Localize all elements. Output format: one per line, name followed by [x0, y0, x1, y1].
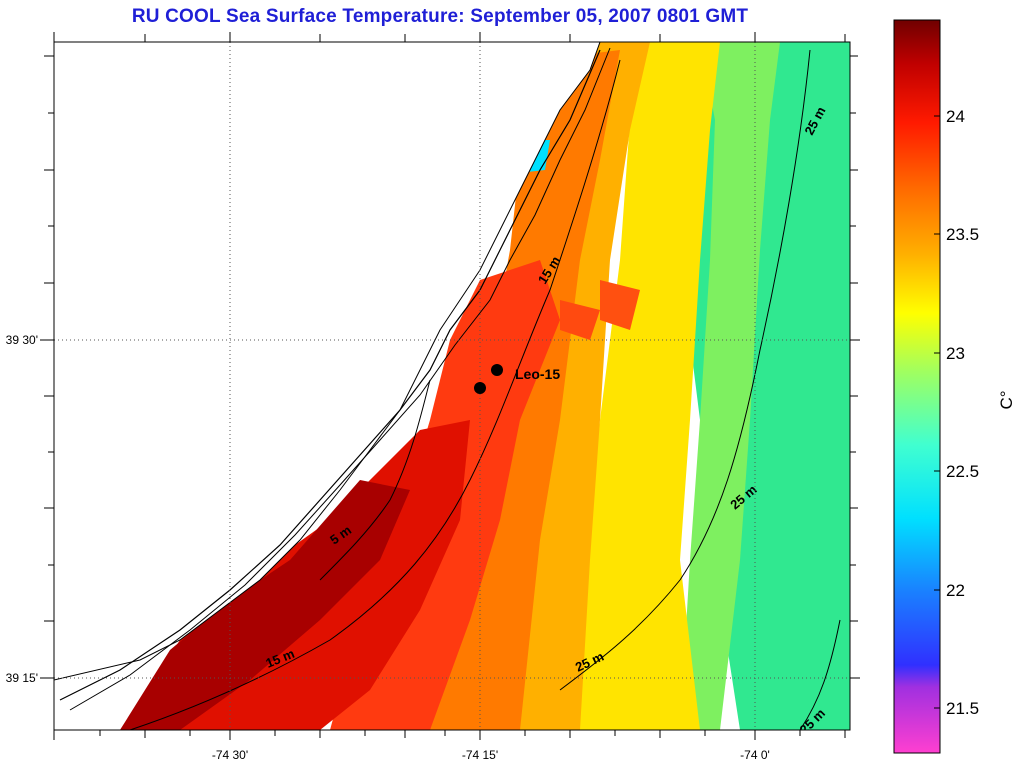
contour-15m — [129, 59, 621, 730]
colorbar-tick-label: 24 — [946, 107, 965, 126]
colorbar-tick-label: 21.5 — [946, 699, 979, 718]
coastline — [59, 49, 601, 701]
map-title: RU COOL Sea Surface Temperature: Septemb… — [131, 6, 749, 27]
station-marker — [491, 364, 503, 376]
colorbar-tick-label: 22.5 — [946, 462, 979, 481]
x-tick-label: -74 0' — [740, 748, 770, 762]
colorbar-unit-label: C° — [997, 390, 1016, 409]
contour-25m-south — [799, 619, 841, 730]
colorbar-gradient — [893, 19, 941, 754]
station-marker — [474, 382, 486, 394]
axis-ticks — [40, 32, 860, 740]
map-area: 25 m 15 m 5 m 25 m 15 m 25 m 25 m Leo-15 — [54, 42, 850, 730]
map-border — [53, 41, 851, 731]
contour-5m — [319, 379, 431, 581]
colorbar: 24 23.5 23 22.5 22 21.5 C° — [893, 19, 1016, 754]
colorbar-tick-label: 23 — [946, 344, 965, 363]
land-mass — [54, 42, 601, 681]
x-tick-label: -74 30' — [212, 748, 248, 762]
contour-25m — [559, 49, 811, 691]
y-tick-label: 39 30' — [6, 333, 38, 347]
x-tick-label: -74 15' — [462, 748, 498, 762]
station-label: Leo-15 — [515, 366, 560, 382]
coastline-outer — [69, 47, 611, 711]
colorbar-tick-label: 23.5 — [946, 225, 979, 244]
colorbar-tick-label: 22 — [946, 581, 965, 600]
y-tick-label: 39 15' — [6, 671, 38, 685]
